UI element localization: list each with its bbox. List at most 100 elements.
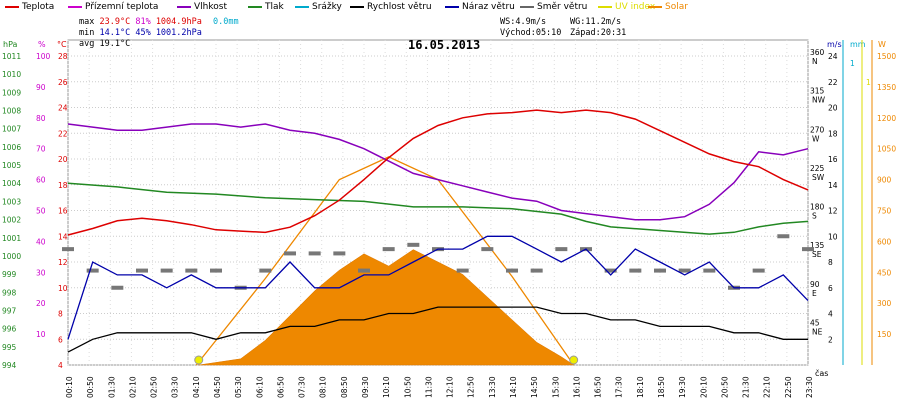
legend-label: Rychlost větru bbox=[367, 2, 432, 12]
legend-swatch bbox=[598, 5, 612, 8]
series-wind-direction-mark bbox=[407, 242, 420, 247]
sunrise-stat: Východ:05:10 bbox=[500, 28, 562, 38]
legend-swatch bbox=[350, 5, 364, 8]
tick-x: 21:30 bbox=[742, 376, 751, 398]
series-humidity-line bbox=[67, 123, 809, 221]
axis-w-unit: W bbox=[878, 40, 886, 49]
tick-x: 01:30 bbox=[107, 376, 116, 398]
sunset-stat: Západ:20:31 bbox=[570, 28, 627, 38]
tick-hpa: 1008 bbox=[2, 107, 21, 116]
legend-swatch bbox=[520, 5, 534, 8]
legend-swatch bbox=[248, 5, 262, 8]
tick-hpa: 1000 bbox=[2, 252, 21, 261]
tick-x: 12:10 bbox=[446, 376, 455, 398]
tick-celsius: 10 bbox=[58, 284, 68, 293]
tick-celsius: 24 bbox=[58, 104, 68, 113]
tick-direction-label: W bbox=[812, 134, 820, 143]
legend-label: Směr větru bbox=[537, 2, 588, 12]
tick-w: 750 bbox=[877, 207, 892, 216]
tick-percent: 90 bbox=[36, 83, 46, 92]
tick-x: 09:30 bbox=[361, 376, 370, 398]
tick-celsius: 20 bbox=[58, 155, 68, 164]
tick-w: 1500 bbox=[877, 52, 896, 61]
tick-direction-value: 45 bbox=[810, 318, 820, 327]
stat-max-row: max 23.9°C 81% 1004.9hPa 0.0mm bbox=[79, 17, 239, 27]
tick-x: 14:50 bbox=[530, 376, 539, 398]
tick-ms: 14 bbox=[828, 181, 838, 190]
tick-direction-label: NE bbox=[812, 327, 823, 336]
tick-w: 600 bbox=[877, 237, 892, 246]
legend-swatch bbox=[295, 5, 309, 8]
series-wind-direction-mark bbox=[185, 268, 198, 273]
series-wind-direction-mark bbox=[284, 251, 296, 256]
tick-celsius: 8 bbox=[58, 310, 63, 319]
tick-hpa: 996 bbox=[2, 325, 17, 334]
series-wind-direction-mark bbox=[555, 247, 568, 252]
tick-percent: 80 bbox=[36, 114, 46, 123]
tick-x: 22:10 bbox=[763, 376, 772, 398]
tick-x: 08:10 bbox=[319, 376, 328, 398]
series-wind-direction-mark bbox=[382, 247, 395, 252]
series-wind-speed-line bbox=[67, 306, 808, 353]
series-temperature-line bbox=[67, 109, 809, 236]
tick-x: 15:30 bbox=[551, 376, 560, 398]
tick-w: 1350 bbox=[877, 83, 896, 92]
legend-item-naraz: Náraz větru bbox=[445, 2, 515, 12]
tick-ms: 12 bbox=[828, 207, 838, 216]
tick-percent: 50 bbox=[36, 207, 46, 216]
tick-x: 19:30 bbox=[678, 376, 687, 398]
tick-x: 18:10 bbox=[636, 376, 645, 398]
tick-x: 23:30 bbox=[805, 376, 814, 398]
series-wind-direction-mark bbox=[802, 247, 814, 252]
legend-label: Teplota bbox=[22, 2, 55, 12]
series-wind-direction-mark bbox=[358, 268, 370, 273]
tick-x: 08:50 bbox=[340, 376, 349, 398]
tick-celsius: 18 bbox=[58, 181, 68, 190]
tick-hpa: 1011 bbox=[2, 52, 21, 61]
legend-swatch bbox=[5, 5, 19, 8]
tick-ms: 4 bbox=[828, 310, 833, 319]
tick-x: 03:30 bbox=[171, 376, 180, 398]
tick-ms: 24 bbox=[828, 52, 838, 61]
tick-x: 12:50 bbox=[467, 376, 476, 398]
tick-hpa: 1010 bbox=[2, 70, 21, 79]
sun-marker bbox=[569, 355, 579, 365]
tick-x: 16:10 bbox=[572, 376, 581, 398]
tick-w: 150 bbox=[877, 330, 892, 339]
tick-percent: 70 bbox=[36, 145, 46, 154]
legend-swatch bbox=[68, 5, 82, 8]
series-wind-direction-mark bbox=[333, 251, 346, 256]
legend-label: Tlak bbox=[265, 2, 284, 12]
tick-w: 450 bbox=[877, 268, 892, 277]
tick-direction-value: 90 bbox=[810, 280, 820, 289]
tick-hpa: 997 bbox=[2, 306, 17, 315]
axis-hpa-unit: hPa bbox=[3, 40, 18, 49]
chart-title: 16.05.2013 bbox=[408, 38, 481, 52]
tick-x: 06:50 bbox=[276, 376, 285, 398]
series-wind-direction-mark bbox=[629, 268, 642, 273]
stat-min-row: min 14.1°C 45% 1001.2hPa bbox=[79, 28, 202, 38]
series-wind-direction-mark bbox=[210, 268, 222, 273]
tick-celsius: 16 bbox=[58, 207, 68, 216]
axis-celsius-unit: °C bbox=[57, 40, 67, 49]
series-wind-direction-mark bbox=[530, 268, 543, 273]
tick-x: 13:30 bbox=[488, 376, 497, 398]
series-wind-direction-mark bbox=[703, 268, 716, 273]
legend-item-solar: Solar bbox=[648, 2, 688, 12]
series-wind-direction-mark bbox=[111, 285, 124, 290]
tick-celsius: 6 bbox=[58, 335, 63, 344]
legend-item-uv: UV index bbox=[598, 2, 655, 12]
tick-direction-label: E bbox=[812, 289, 817, 298]
tick-w: 900 bbox=[877, 176, 892, 185]
stat-avg-row: avg 19.1°C bbox=[79, 39, 131, 49]
series-wind-direction-mark bbox=[136, 268, 148, 273]
tick-percent: 100 bbox=[36, 52, 51, 61]
tick-ms: 20 bbox=[828, 104, 838, 113]
legend-label: Náraz větru bbox=[462, 2, 515, 12]
series-pressure-line bbox=[67, 182, 809, 235]
tick-celsius: 12 bbox=[58, 258, 68, 267]
tick-percent: 60 bbox=[36, 176, 46, 185]
tick-direction-value: 315 bbox=[810, 87, 825, 96]
series-wind-direction-mark bbox=[86, 268, 99, 273]
legend-item-srazky: Srážky bbox=[295, 2, 342, 12]
